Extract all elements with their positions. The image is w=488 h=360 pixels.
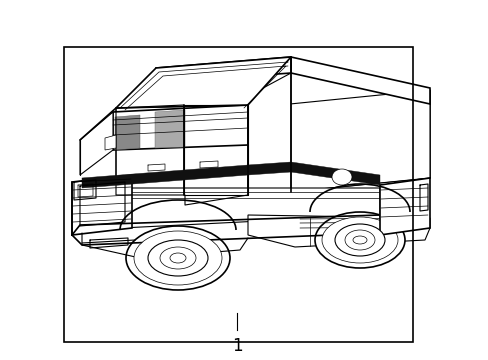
Ellipse shape (160, 247, 196, 269)
Polygon shape (72, 175, 132, 235)
Polygon shape (289, 90, 429, 192)
Polygon shape (115, 115, 140, 150)
Ellipse shape (148, 240, 207, 276)
Polygon shape (116, 57, 290, 108)
Polygon shape (113, 105, 247, 150)
Polygon shape (155, 110, 184, 148)
Polygon shape (156, 57, 290, 83)
Polygon shape (247, 215, 429, 247)
Polygon shape (394, 90, 429, 195)
Ellipse shape (134, 231, 222, 285)
Ellipse shape (352, 236, 366, 244)
Ellipse shape (321, 217, 397, 263)
Polygon shape (80, 112, 113, 175)
Ellipse shape (331, 169, 351, 185)
Polygon shape (105, 135, 116, 150)
Ellipse shape (170, 253, 185, 263)
Polygon shape (184, 73, 290, 205)
Polygon shape (116, 105, 247, 195)
Bar (63, 47, 412, 342)
Ellipse shape (126, 226, 229, 290)
Ellipse shape (314, 212, 404, 268)
Ellipse shape (345, 230, 374, 250)
Text: 1: 1 (231, 337, 242, 355)
Polygon shape (290, 57, 429, 104)
Ellipse shape (334, 224, 384, 256)
Polygon shape (82, 162, 379, 188)
Polygon shape (82, 188, 379, 230)
Polygon shape (379, 178, 429, 235)
